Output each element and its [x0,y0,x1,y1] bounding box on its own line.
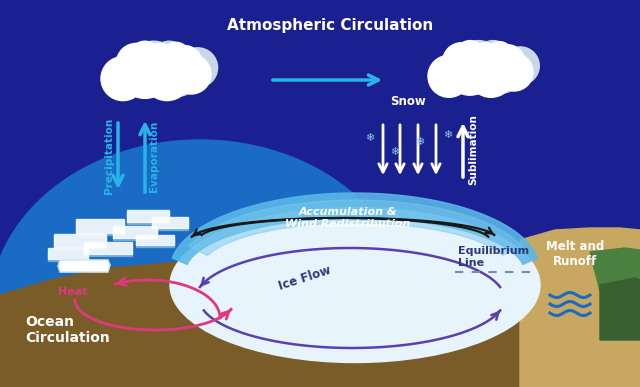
Polygon shape [520,228,640,387]
Circle shape [143,52,191,101]
Circle shape [116,57,156,96]
Circle shape [127,41,180,94]
Text: Ocean
Circulation: Ocean Circulation [25,315,109,345]
Circle shape [156,52,200,96]
Bar [76,219,124,233]
Circle shape [161,42,190,71]
Circle shape [468,43,502,76]
Bar [113,228,157,240]
Ellipse shape [0,140,410,387]
Circle shape [476,41,510,74]
Circle shape [116,43,156,83]
Circle shape [491,45,525,79]
Circle shape [468,51,514,97]
Text: ❄: ❄ [390,147,400,157]
Polygon shape [590,248,640,310]
Polygon shape [58,260,110,272]
Circle shape [443,55,481,93]
Bar [127,212,169,224]
Circle shape [167,46,202,81]
Text: Ice Flow: Ice Flow [277,264,333,293]
Ellipse shape [170,207,540,363]
Circle shape [445,45,495,95]
Bar [54,233,106,247]
Bar [113,226,157,238]
Circle shape [453,41,504,91]
Text: Evaporation: Evaporation [149,120,159,192]
Circle shape [481,51,522,93]
Text: Atmospheric Circulation: Atmospheric Circulation [227,18,433,33]
Circle shape [172,55,211,94]
Circle shape [118,46,172,98]
Polygon shape [189,200,522,255]
Polygon shape [0,262,640,387]
Text: ❄: ❄ [444,130,452,140]
Text: Melt and
Runoff: Melt and Runoff [546,240,604,268]
Text: Snow: Snow [390,95,426,108]
Polygon shape [172,193,538,264]
Bar [48,250,88,260]
Polygon shape [600,278,640,340]
Text: Precipitation: Precipitation [104,118,114,194]
Bar [84,242,132,254]
Text: Accumulation &
Wind Redistribution: Accumulation & Wind Redistribution [285,207,411,229]
Circle shape [129,41,161,72]
Circle shape [178,48,218,87]
Bar [48,248,88,259]
Bar [136,237,174,247]
Circle shape [143,43,178,79]
Circle shape [428,55,470,97]
Bar [76,221,124,235]
Circle shape [502,47,540,85]
Bar [136,235,174,245]
Circle shape [486,42,513,69]
Text: ❄: ❄ [365,133,374,143]
Bar [84,244,132,256]
Bar [54,236,106,248]
Text: ❄: ❄ [415,137,425,147]
Circle shape [495,53,533,91]
Circle shape [101,57,145,101]
Bar [152,219,188,229]
Text: Sublimation: Sublimation [468,115,478,185]
Text: Equilibrium
Line: Equilibrium Line [458,247,529,268]
Circle shape [455,41,484,70]
Text: Heat: Heat [58,287,88,297]
Bar [152,216,188,228]
Circle shape [152,41,187,76]
Circle shape [443,43,481,80]
Bar [127,210,169,222]
